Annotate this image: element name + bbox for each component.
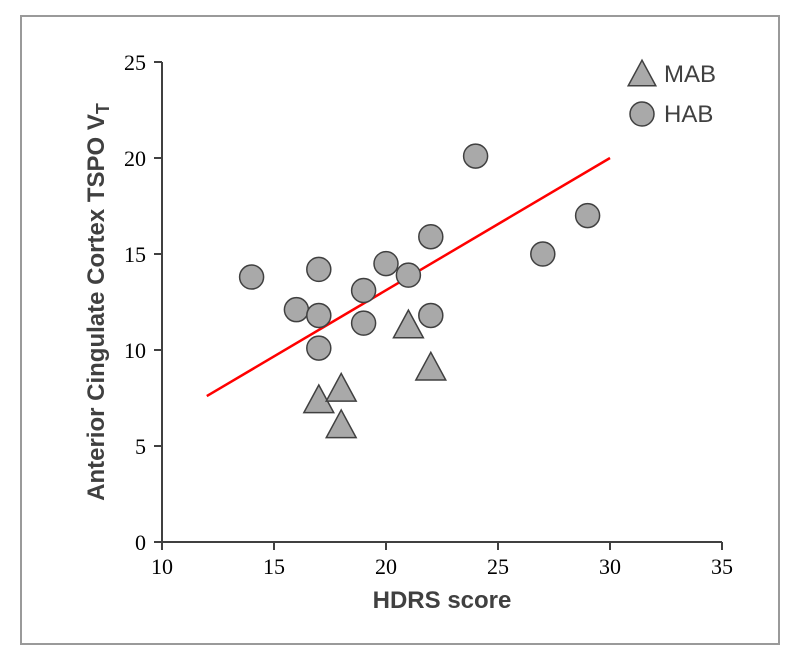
y-tick-label: 5 (135, 434, 146, 459)
x-tick-label: 10 (151, 554, 173, 579)
y-tick-label: 20 (124, 146, 146, 171)
data-point-MAB (326, 410, 356, 438)
data-point-MAB (326, 373, 356, 401)
x-tick-label: 25 (487, 554, 509, 579)
data-point-MAB (416, 352, 446, 380)
data-point-HAB (307, 257, 331, 281)
data-point-HAB (240, 265, 264, 289)
x-tick-label: 20 (375, 554, 397, 579)
y-tick-label: 10 (124, 338, 146, 363)
data-point-HAB (352, 311, 376, 335)
data-point-HAB (531, 242, 555, 266)
y-tick-label: 15 (124, 242, 146, 267)
data-point-HAB (576, 204, 600, 228)
data-point-HAB (352, 278, 376, 302)
y-tick-label: 25 (124, 50, 146, 75)
data-point-HAB (464, 144, 488, 168)
data-point-HAB (374, 252, 398, 276)
legend-label-HAB: HAB (664, 101, 713, 128)
data-point-HAB (419, 225, 443, 249)
legend-label-MAB: MAB (664, 61, 716, 88)
data-point-HAB (307, 303, 331, 327)
outer-frame: 10 15 20 25 30 35 0 5 10 15 20 25 HDRS score Anterior… (20, 15, 780, 645)
data-point-HAB (307, 336, 331, 360)
legend-icon-MAB (628, 60, 656, 86)
y-axis-label: Anterior Cingulate Cortex TSPO VT (83, 103, 113, 501)
x-tick-label: 30 (599, 554, 621, 579)
data-point-HAB (419, 303, 443, 327)
y-tick-label: 0 (135, 530, 146, 555)
x-tick-label: 15 (263, 554, 285, 579)
canvas: 10 15 20 25 30 35 0 5 10 15 20 25 HDRS score Anterior… (0, 0, 800, 660)
scatter-chart: 10 15 20 25 30 35 0 5 10 15 20 25 HDRS score Anterior… (22, 17, 782, 647)
x-tick-label: 35 (711, 554, 733, 579)
data-point-HAB (284, 298, 308, 322)
data-point-HAB (396, 263, 420, 287)
legend-icon-HAB (630, 102, 654, 126)
x-axis-label: HDRS score (373, 587, 512, 614)
